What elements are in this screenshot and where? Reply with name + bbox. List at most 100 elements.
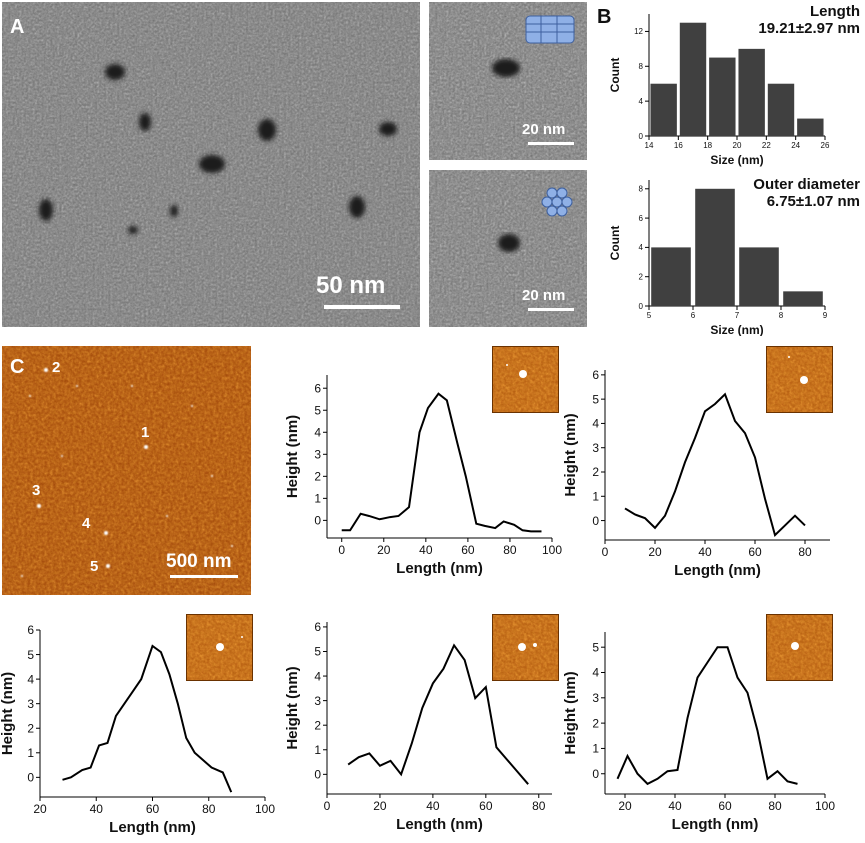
y-tick-label: 3 [27, 697, 34, 711]
y-tick-label: 2 [639, 272, 644, 281]
height-profile-line [616, 646, 798, 786]
x-tick-label: 40 [668, 799, 682, 813]
x-tick-label: 80 [798, 545, 812, 559]
y-axis-label: Count [608, 58, 622, 93]
x-tick-label: 16 [674, 141, 683, 150]
y-tick-label: 2 [592, 716, 599, 730]
x-tick-label: 5 [647, 311, 652, 320]
y-tick-label: 4 [27, 672, 34, 686]
afm-particle-label-5: 5 [90, 558, 99, 575]
height-profile-line [62, 644, 233, 793]
panel-label-b: B [597, 6, 612, 28]
afm-texture [2, 346, 251, 595]
histogram-bar [739, 247, 779, 306]
profile-3-afm-inset [186, 614, 253, 681]
x-tick-label: 20 [648, 545, 662, 559]
y-tick-label: 6 [592, 368, 599, 382]
histogram-bar [679, 22, 707, 136]
x-tick-label: 40 [419, 543, 433, 557]
tem-inset-top: 20 nm [429, 2, 587, 160]
y-tick-label: 3 [592, 441, 599, 455]
x-tick-label: 24 [791, 141, 800, 150]
y-tick-label: 4 [592, 666, 599, 680]
hist-diameter-title-text: Outer diameter [753, 176, 860, 193]
y-tick-label: 3 [314, 447, 321, 461]
y-tick-label: 3 [592, 691, 599, 705]
profile-2-afm-inset [766, 346, 833, 413]
height-profile-line [347, 643, 529, 785]
x-axis-label: Length (nm) [672, 816, 759, 833]
x-tick-label: 18 [703, 141, 712, 150]
x-tick-label: 60 [461, 543, 475, 557]
tem-inset-top-texture [429, 2, 587, 160]
x-tick-label: 40 [698, 545, 712, 559]
histogram-bar [738, 48, 765, 136]
hist-length-title: Length 19.21±2.97 nm [720, 3, 860, 37]
y-axis-label: Height (nm) [284, 415, 301, 498]
tem-main-scale-bar [324, 305, 400, 309]
y-axis-label: Height (nm) [562, 413, 579, 496]
y-tick-label: 4 [314, 425, 321, 439]
y-tick-label: 1 [592, 742, 599, 756]
y-tick-label: 2 [314, 718, 321, 732]
height-profile-2: 0 20 40 60 80 0 1 2 3 4 5 6 Length (nm) Height (nm) [562, 368, 830, 579]
y-tick-label: 12 [634, 27, 643, 36]
histogram-bar [709, 57, 736, 137]
x-tick-label: 60 [748, 545, 762, 559]
panel-label-c: C [10, 356, 25, 378]
height-profile-4: 0 20 40 60 80 0 1 2 3 4 5 6 Length (nm) Height (nm) [284, 620, 552, 833]
y-tick-label: 4 [639, 243, 644, 252]
y-axis-label: Height (nm) [0, 672, 16, 755]
x-axis-label: Length (nm) [109, 819, 196, 836]
hist-length-subtitle: 19.21±2.97 nm [758, 20, 860, 37]
afm-scale-bar [170, 575, 238, 578]
tem-inset-top-scale-label: 20 nm [522, 121, 566, 138]
height-profile-1: 0 20 40 60 80 100 0 1 2 3 4 5 6 Length (nm) Height (nm… [284, 375, 562, 577]
histogram-diameter: 5 6 7 8 9 0 2 4 6 8 Size (nm) Count [608, 180, 828, 336]
y-tick-label: 5 [314, 403, 321, 417]
y-axis-label: Height (nm) [284, 666, 301, 749]
y-tick-label: 5 [314, 645, 321, 659]
afm-scale-label: 500 nm [166, 551, 232, 572]
tem-inset-bottom-scale-bar [528, 308, 574, 311]
x-tick-label: 7 [735, 311, 740, 320]
afm-particle-label-2: 2 [52, 359, 61, 376]
y-tick-label: 5 [592, 640, 599, 654]
x-tick-label: 20 [733, 141, 742, 150]
y-tick-label: 4 [592, 417, 599, 431]
x-axis-label: Length (nm) [396, 560, 483, 577]
hist-diameter-title: Outer diameter 6.75±1.07 nm [720, 176, 860, 210]
x-tick-label: 6 [691, 311, 696, 320]
profile-4-afm-inset [492, 614, 559, 681]
y-tick-label: 3 [314, 694, 321, 708]
height-profile-line [624, 392, 806, 538]
x-tick-label: 0 [324, 799, 331, 813]
y-tick-label: 8 [639, 62, 644, 71]
y-axis-label: Height (nm) [562, 671, 579, 754]
tem-main-scale-label: 50 nm [316, 272, 386, 299]
afm-particles [21, 368, 233, 577]
afm-particle-label-3: 3 [32, 482, 41, 499]
tem-inset-bottom: 20 nm [429, 170, 587, 327]
panel-label-a: A [10, 16, 25, 38]
histogram-bar [695, 188, 735, 306]
x-tick-label: 80 [503, 543, 517, 557]
profile-5-afm-inset [766, 614, 833, 681]
y-tick-label: 1 [592, 489, 599, 503]
y-tick-label: 5 [27, 648, 34, 662]
tem-inset-bottom-texture [429, 170, 587, 327]
x-axis-label: Length (nm) [396, 816, 483, 833]
x-tick-label: 60 [718, 799, 732, 813]
x-tick-label: 20 [377, 543, 391, 557]
y-tick-label: 2 [27, 721, 34, 735]
afm-particle-label-1: 1 [141, 424, 150, 441]
x-tick-label: 22 [762, 141, 771, 150]
y-tick-label: 0 [314, 768, 321, 782]
x-axis-label: Size (nm) [710, 323, 763, 336]
histogram-bar [651, 247, 691, 306]
y-tick-label: 0 [592, 767, 599, 781]
y-tick-label: 6 [27, 623, 34, 637]
afm-image: C 1 2 3 4 5 500 nm [2, 346, 251, 595]
x-axis-label: Length (nm) [674, 562, 761, 579]
x-tick-label: 20 [33, 802, 47, 816]
